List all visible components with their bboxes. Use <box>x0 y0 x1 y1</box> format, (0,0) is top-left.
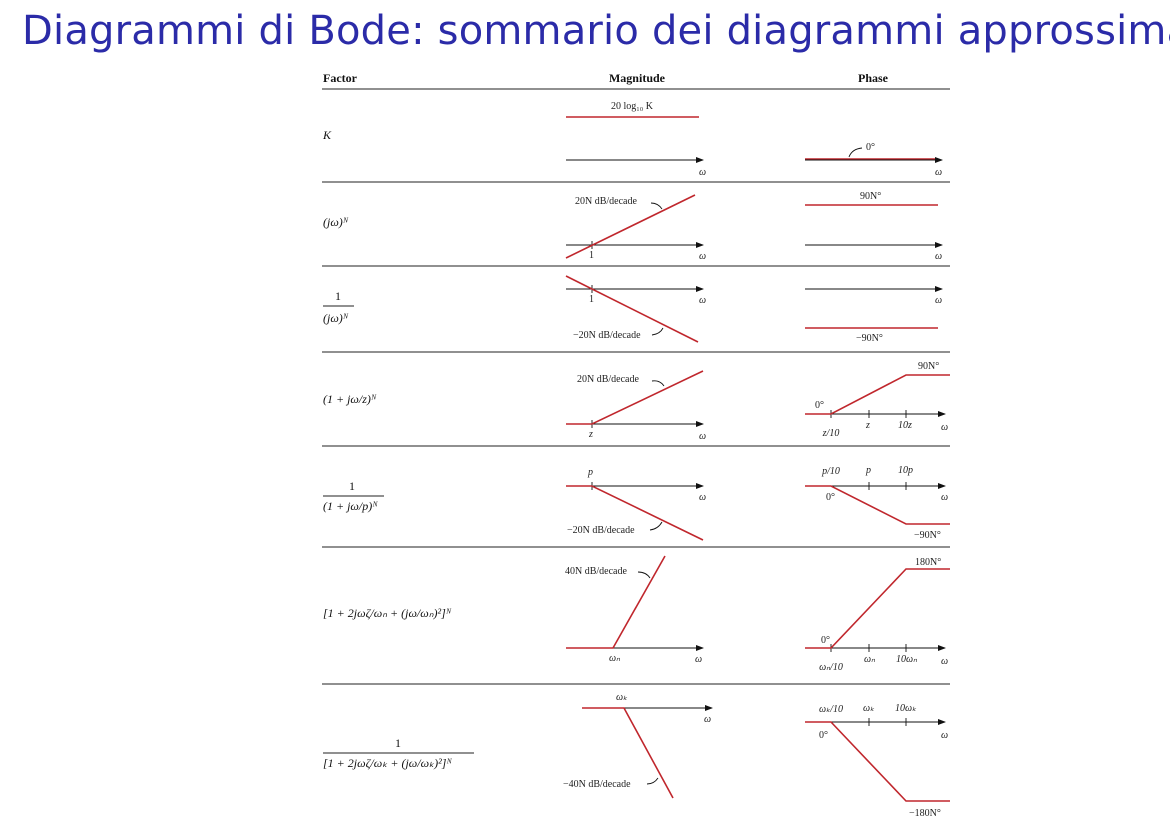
omega-label: ω <box>695 654 702 665</box>
factor-jw-n: (jω)ᴺ <box>323 215 349 229</box>
omega-label: ω <box>699 251 706 262</box>
header-magnitude: Magnitude <box>609 71 666 85</box>
omega-label: ω <box>941 422 948 433</box>
omega-label: ω <box>941 730 948 741</box>
mag-curve <box>582 707 674 799</box>
tick-label-1: 1 <box>589 250 594 261</box>
mag-curve <box>566 370 704 425</box>
phase-curve <box>805 721 950 802</box>
omega-label: ω <box>935 251 942 262</box>
phase-label-neg90n: −90N° <box>856 333 883 344</box>
phase-tick-label: p/10 <box>821 466 840 477</box>
tick-label-1: 1 <box>589 294 594 305</box>
mag-label-slope: 40N dB/decade <box>565 566 627 577</box>
factor-denominator: (1 + jω/p)ᴺ <box>323 499 378 513</box>
factor-real-zero: (1 + jω/z)ᴺ <box>323 392 377 406</box>
factor-numerator: 1 <box>395 736 401 750</box>
omega-label: ω <box>935 295 942 306</box>
leader-line <box>848 147 863 158</box>
mag-curve <box>566 485 704 541</box>
mag-curve <box>565 275 699 343</box>
tick-label-wk: ωₖ <box>616 692 628 703</box>
leader-line <box>646 777 659 785</box>
phase-tick-label: ωₖ/10 <box>819 704 843 715</box>
omega-label: ω <box>704 714 711 725</box>
phase-tick-label: z/10 <box>822 428 840 439</box>
phase-start-label: 0° <box>826 492 835 503</box>
mag-curve <box>565 194 696 259</box>
row-inverse-jw-power: 1 (jω)ᴺ 1 −20N dB/decade ω ω −90N° <box>323 275 943 344</box>
mag-curve <box>566 555 666 649</box>
factor-denominator: (jω)ᴺ <box>323 311 349 325</box>
header-phase: Phase <box>858 71 889 85</box>
phase-curve <box>805 485 950 525</box>
mag-label-slope: 20N dB/decade <box>575 196 637 207</box>
phase-tick-label: ωₖ <box>863 703 875 714</box>
omega-label: ω <box>699 295 706 306</box>
leader-line <box>649 521 663 531</box>
mag-label-slope: 20N dB/decade <box>577 374 639 385</box>
phase-end-label: 180N° <box>915 557 941 568</box>
leader-line <box>650 202 663 210</box>
tick-label-wn: ωₙ <box>609 653 621 664</box>
omega-label: ω <box>699 492 706 503</box>
phase-curve <box>805 568 950 649</box>
phase-tick-label: 10ωₙ <box>896 654 918 665</box>
phase-start-label: 0° <box>821 635 830 646</box>
mag-label-20logk: 20 log₁₀ K <box>611 101 654 112</box>
row-real-zero: (1 + jω/z)ᴺ z 20N dB/decade ω 0° 90N° z/… <box>323 361 950 442</box>
phase-tick-label: ωₙ <box>864 654 876 665</box>
phase-tick-label: 10p <box>898 465 913 476</box>
row-jw-power: (jω)ᴺ 1 20N dB/decade ω 90N° ω <box>323 191 943 262</box>
phase-start-label: 0° <box>819 730 828 741</box>
mag-label-slope: −20N dB/decade <box>567 525 635 536</box>
phase-tick-label: z <box>865 420 870 431</box>
omega-label: ω <box>941 656 948 667</box>
phase-end-label: 90N° <box>918 361 939 372</box>
phase-tick-label: ωₙ/10 <box>819 662 843 673</box>
phase-label-90n: 90N° <box>860 191 881 202</box>
tick-label-z: z <box>588 429 593 440</box>
phase-curve <box>805 374 950 415</box>
header-factor: Factor <box>323 71 358 85</box>
factor-numerator: 1 <box>349 479 355 493</box>
phase-start-label: 0° <box>815 400 824 411</box>
phase-label-0: 0° <box>866 142 875 153</box>
factor-denominator: [1 + 2jωζ/ωₖ + (jω/ωₖ)²]ᴺ <box>323 756 452 770</box>
leader-line <box>651 327 664 336</box>
phase-tick-label: 10z <box>898 420 912 431</box>
factor-k: K <box>322 128 332 142</box>
phase-end-label: −180N° <box>909 808 941 819</box>
row-quadratic-zero: [1 + 2jωζ/ωₙ + (jω/ωₙ)²]ᴺ ωₙ 40N dB/deca… <box>323 555 950 673</box>
phase-tick-label: 10ωₖ <box>895 703 917 714</box>
slide-title: Diagrammi di Bode: sommario dei diagramm… <box>22 8 1170 54</box>
row-constant: K 20 log₁₀ K ω 0° ω <box>322 101 943 178</box>
phase-tick-label: p <box>865 465 871 476</box>
omega-label: ω <box>699 431 706 442</box>
leader-line <box>651 380 665 387</box>
factor-numerator: 1 <box>335 289 341 303</box>
tick-label-p: p <box>587 467 593 478</box>
factor-quadratic-zero: [1 + 2jωζ/ωₙ + (jω/ωₙ)²]ᴺ <box>323 606 452 620</box>
row-real-pole: 1 (1 + jω/p)ᴺ p −20N dB/decade ω p/10 p … <box>323 465 950 541</box>
omega-label: ω <box>941 492 948 503</box>
row-quadratic-pole: 1 [1 + 2jωζ/ωₖ + (jω/ωₖ)²]ᴺ ωₖ −40N dB/d… <box>323 692 950 819</box>
phase-end-label: −90N° <box>914 530 941 541</box>
omega-label: ω <box>935 167 942 178</box>
leader-line <box>637 571 651 579</box>
mag-label-slope: −20N dB/decade <box>573 330 641 341</box>
mag-label-slope: −40N dB/decade <box>563 779 631 790</box>
omega-label: ω <box>699 167 706 178</box>
